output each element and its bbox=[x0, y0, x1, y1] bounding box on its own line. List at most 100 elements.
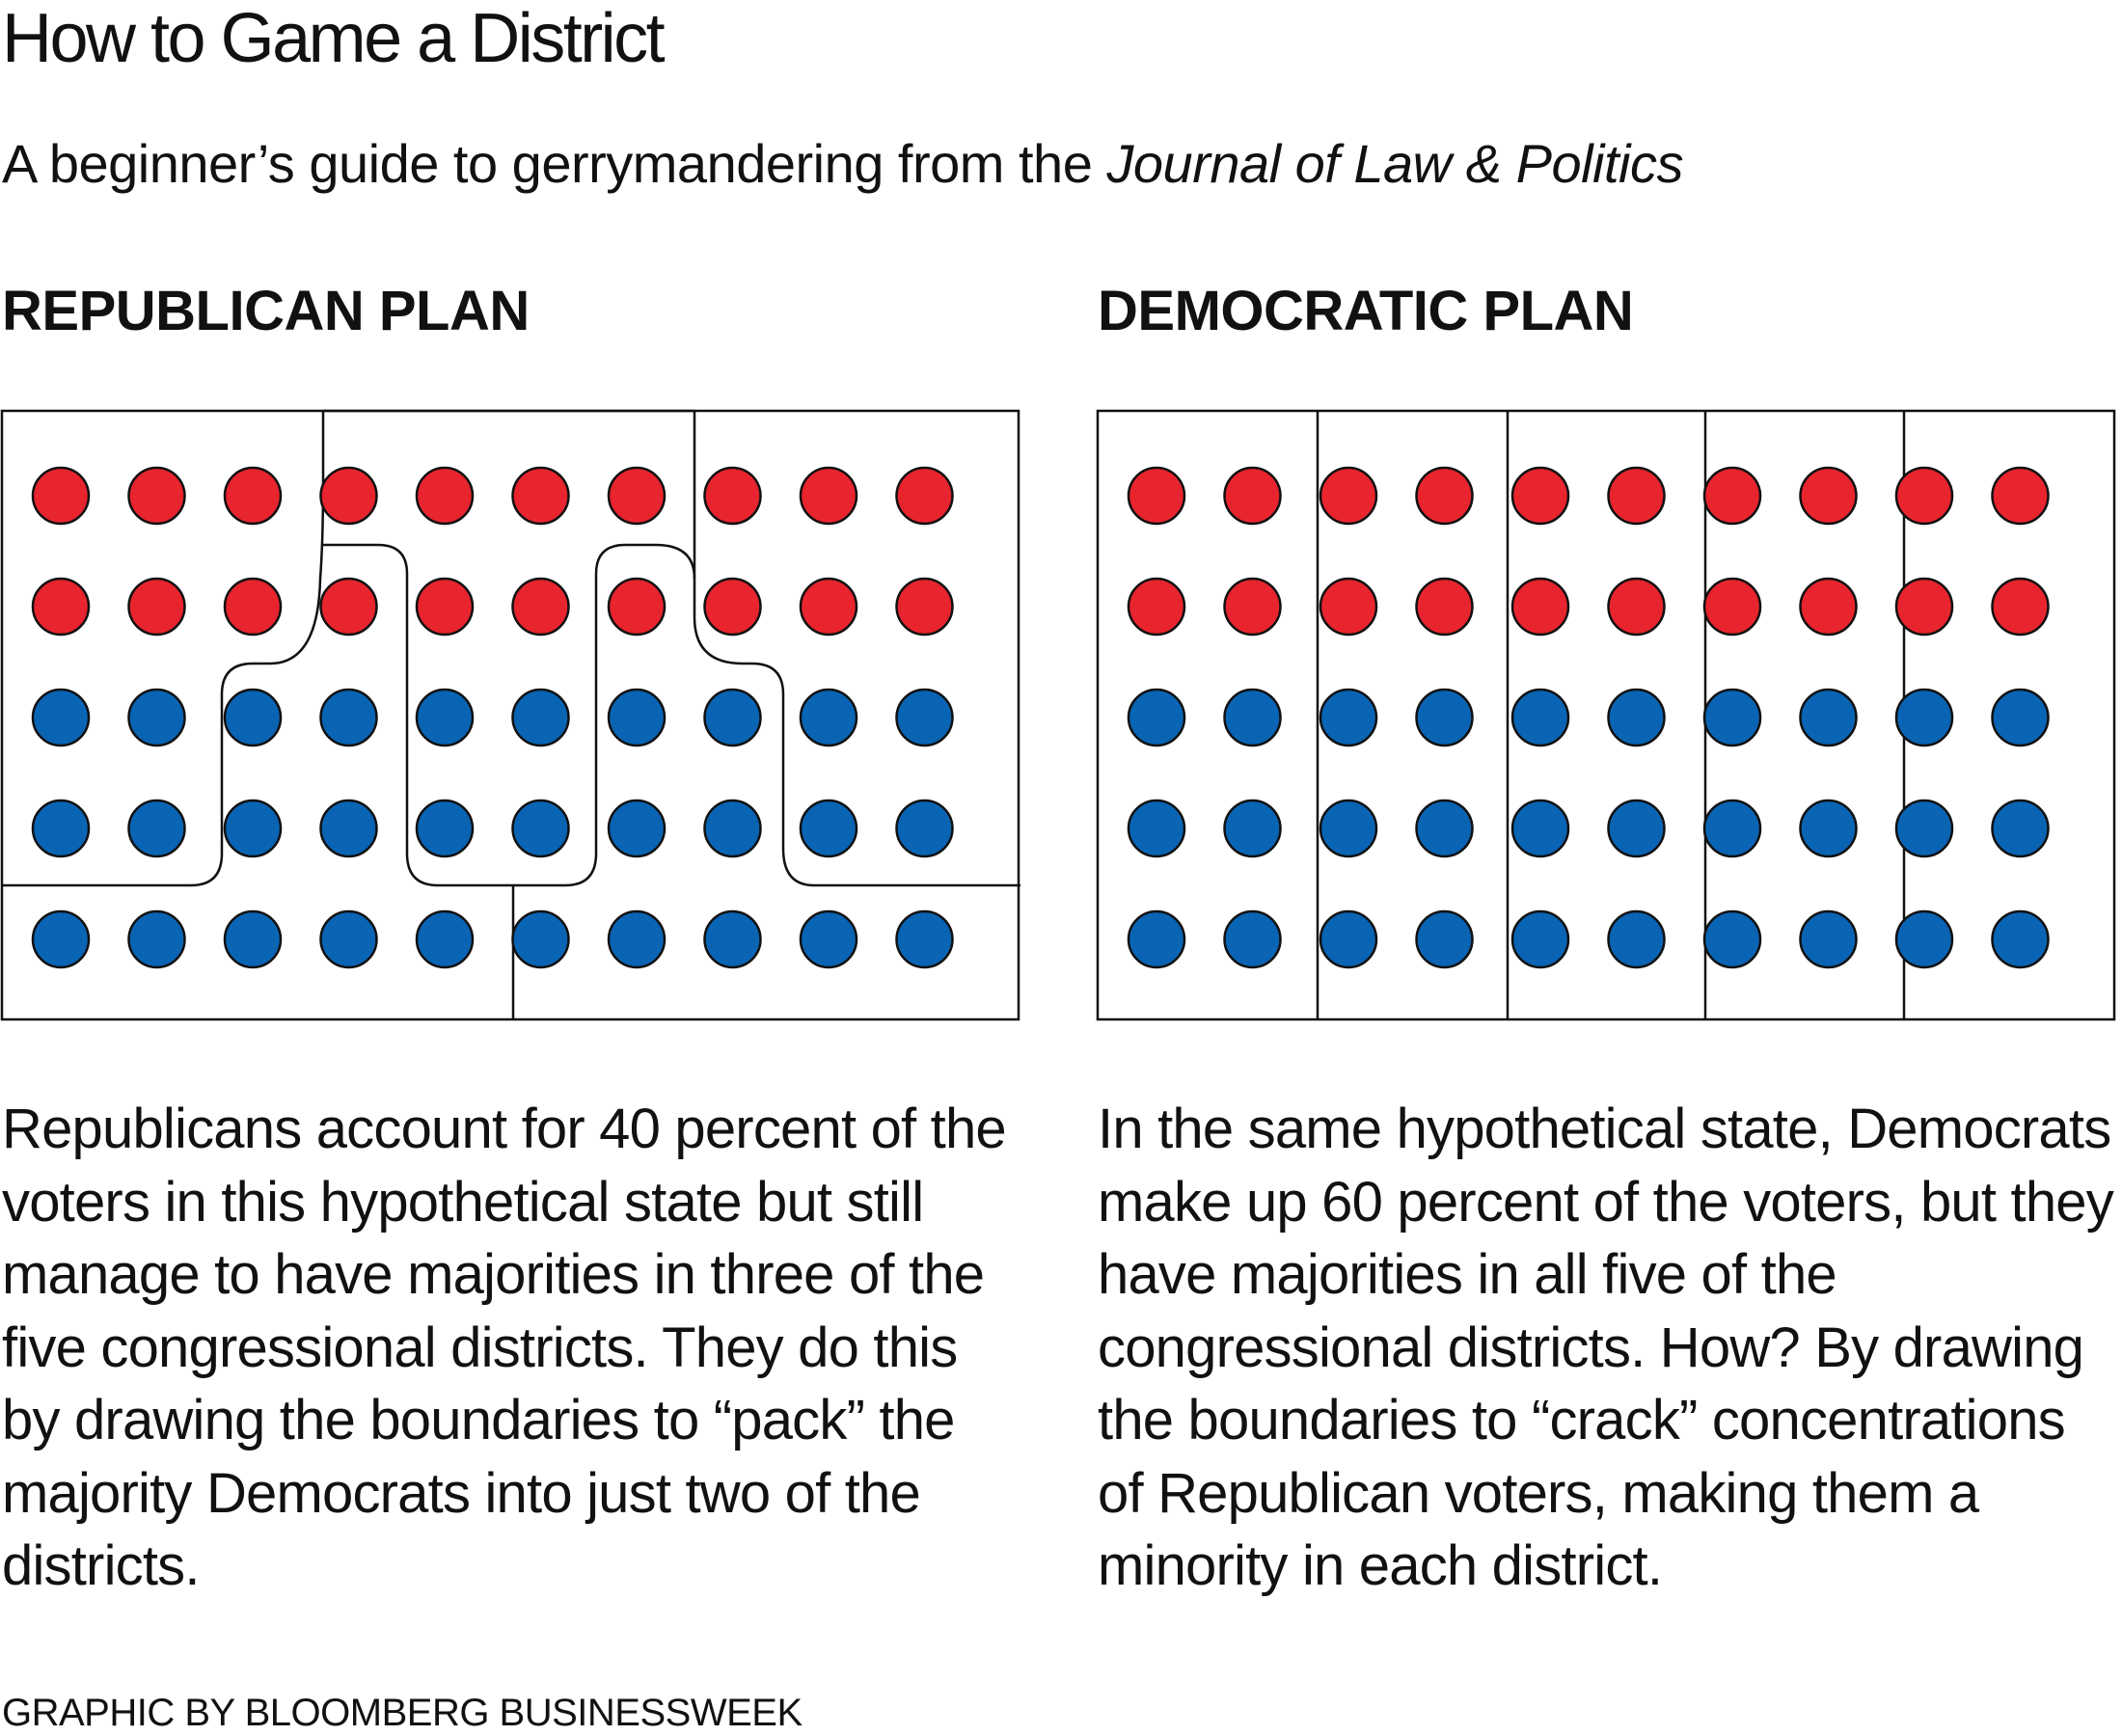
republican-voter-dot bbox=[415, 466, 475, 526]
democrat-voter-dot bbox=[1415, 909, 1474, 969]
republican-voter-dot bbox=[1607, 577, 1666, 637]
democrat-voter-dot bbox=[223, 688, 283, 747]
republican-voter-dot bbox=[1223, 577, 1282, 637]
district-boundary bbox=[2, 411, 325, 887]
democrat-voter-dot bbox=[1223, 909, 1282, 969]
republican-voter-dot bbox=[31, 577, 91, 637]
democrat-voter-dot bbox=[511, 909, 570, 969]
republican-voter-dot bbox=[511, 466, 570, 526]
democrat-voter-dot bbox=[1894, 799, 1954, 858]
page-title: How to Game a District bbox=[2, 0, 666, 77]
democrat-voter-dot bbox=[1127, 799, 1186, 858]
democrat-voter-dot bbox=[31, 799, 91, 858]
republican-voter-dot bbox=[1799, 466, 1858, 526]
democrat-voter-dot bbox=[703, 688, 762, 747]
republican-voter-dot bbox=[1319, 577, 1378, 637]
republican-plan-map bbox=[0, 409, 1020, 1021]
democratic-plan-description: In the same hypothetical state, Democrat… bbox=[1098, 1098, 2114, 1597]
democrat-voter-dot bbox=[1991, 909, 2050, 969]
republican-voter-dot bbox=[1415, 466, 1474, 526]
democrat-voter-dot bbox=[895, 799, 954, 858]
democrat-voter-dot bbox=[1223, 799, 1282, 858]
republican-voter-dot bbox=[1702, 577, 1762, 637]
republican-voter-dot bbox=[511, 577, 570, 637]
democrat-voter-dot bbox=[1127, 909, 1186, 969]
democrat-voter-dot bbox=[1799, 909, 1858, 969]
republican-voter-dot bbox=[703, 466, 762, 526]
democrat-voter-dot bbox=[319, 799, 378, 858]
democrat-voter-dot bbox=[607, 688, 667, 747]
democrat-voter-dot bbox=[319, 909, 378, 969]
democrat-voter-dot bbox=[1894, 688, 1954, 747]
republican-voter-dot bbox=[319, 466, 378, 526]
democrat-voter-dot bbox=[1127, 688, 1186, 747]
republican-voter-dot bbox=[1894, 466, 1954, 526]
republican-plan-description: Republicans account for 40 percent of th… bbox=[2, 1098, 1007, 1597]
democrat-voter-dot bbox=[1319, 688, 1378, 747]
republican-voter-dot bbox=[799, 466, 858, 526]
democrat-voter-dot bbox=[31, 688, 91, 747]
republican-voter-dot bbox=[1223, 466, 1282, 526]
democrat-voter-dot bbox=[1894, 909, 1954, 969]
republican-voter-dot bbox=[1127, 466, 1186, 526]
subtitle-source: Journal of Law & Politics bbox=[1106, 133, 1683, 194]
republican-voter-dot bbox=[895, 577, 954, 637]
democrat-voter-dot bbox=[415, 799, 475, 858]
democrat-voter-dot bbox=[607, 799, 667, 858]
democrat-voter-dot bbox=[415, 688, 475, 747]
democrat-voter-dot bbox=[1799, 688, 1858, 747]
democrat-voter-dot bbox=[1607, 909, 1666, 969]
subtitle-text: A beginner’s guide to gerrymandering fro… bbox=[2, 133, 1107, 194]
republican-plan-label: REPUBLICAN PLAN bbox=[2, 280, 530, 342]
republican-voter-dot bbox=[415, 577, 475, 637]
democrat-voter-dot bbox=[1415, 688, 1474, 747]
democrat-voter-dot bbox=[607, 909, 667, 969]
graphic-credit: GRAPHIC BY BLOOMBERG BUSINESSWEEK bbox=[2, 1692, 803, 1734]
democrat-voter-dot bbox=[1510, 688, 1570, 747]
republican-voter-dot bbox=[895, 466, 954, 526]
republican-voter-dot bbox=[799, 577, 858, 637]
democrat-voter-dot bbox=[703, 909, 762, 969]
democrat-voter-dot bbox=[1702, 799, 1762, 858]
democrat-voter-dot bbox=[1607, 688, 1666, 747]
republican-voter-dot bbox=[1127, 577, 1186, 637]
state-outline bbox=[1096, 409, 2116, 1021]
democrat-voter-dot bbox=[511, 799, 570, 858]
democrat-voter-dot bbox=[1702, 909, 1762, 969]
democrat-voter-dot bbox=[127, 909, 186, 969]
voter-dots bbox=[31, 466, 954, 969]
republican-voter-dot bbox=[607, 577, 667, 637]
democrat-voter-dot bbox=[1991, 688, 2050, 747]
democrat-voter-dot bbox=[703, 799, 762, 858]
democrat-voter-dot bbox=[1702, 688, 1762, 747]
democrat-voter-dot bbox=[895, 688, 954, 747]
democratic-plan-label: DEMOCRATIC PLAN bbox=[1098, 280, 1634, 342]
republican-voter-dot bbox=[1991, 466, 2050, 526]
republican-voter-dot bbox=[1319, 466, 1378, 526]
republican-voter-dot bbox=[127, 466, 186, 526]
republican-voter-dot bbox=[607, 466, 667, 526]
republican-voter-dot bbox=[1415, 577, 1474, 637]
republican-voter-dot bbox=[1607, 466, 1666, 526]
district-boundary bbox=[693, 411, 1020, 887]
democrat-voter-dot bbox=[511, 688, 570, 747]
democrat-voter-dot bbox=[415, 909, 475, 969]
page-subtitle: A beginner’s guide to gerrymandering fro… bbox=[2, 133, 1683, 195]
democrat-voter-dot bbox=[799, 688, 858, 747]
republican-voter-dot bbox=[127, 577, 186, 637]
democrat-voter-dot bbox=[223, 909, 283, 969]
democrat-voter-dot bbox=[127, 688, 186, 747]
democrat-voter-dot bbox=[223, 799, 283, 858]
democrat-voter-dot bbox=[895, 909, 954, 969]
democrat-voter-dot bbox=[1510, 799, 1570, 858]
republican-voter-dot bbox=[31, 466, 91, 526]
republican-voter-dot bbox=[1991, 577, 2050, 637]
republican-voter-dot bbox=[223, 466, 283, 526]
democrat-voter-dot bbox=[799, 799, 858, 858]
republican-voter-dot bbox=[1799, 577, 1858, 637]
democrat-voter-dot bbox=[319, 688, 378, 747]
democratic-plan-map bbox=[1096, 409, 2116, 1021]
democrat-voter-dot bbox=[1223, 688, 1282, 747]
democrat-voter-dot bbox=[1607, 799, 1666, 858]
republican-voter-dot bbox=[1702, 466, 1762, 526]
